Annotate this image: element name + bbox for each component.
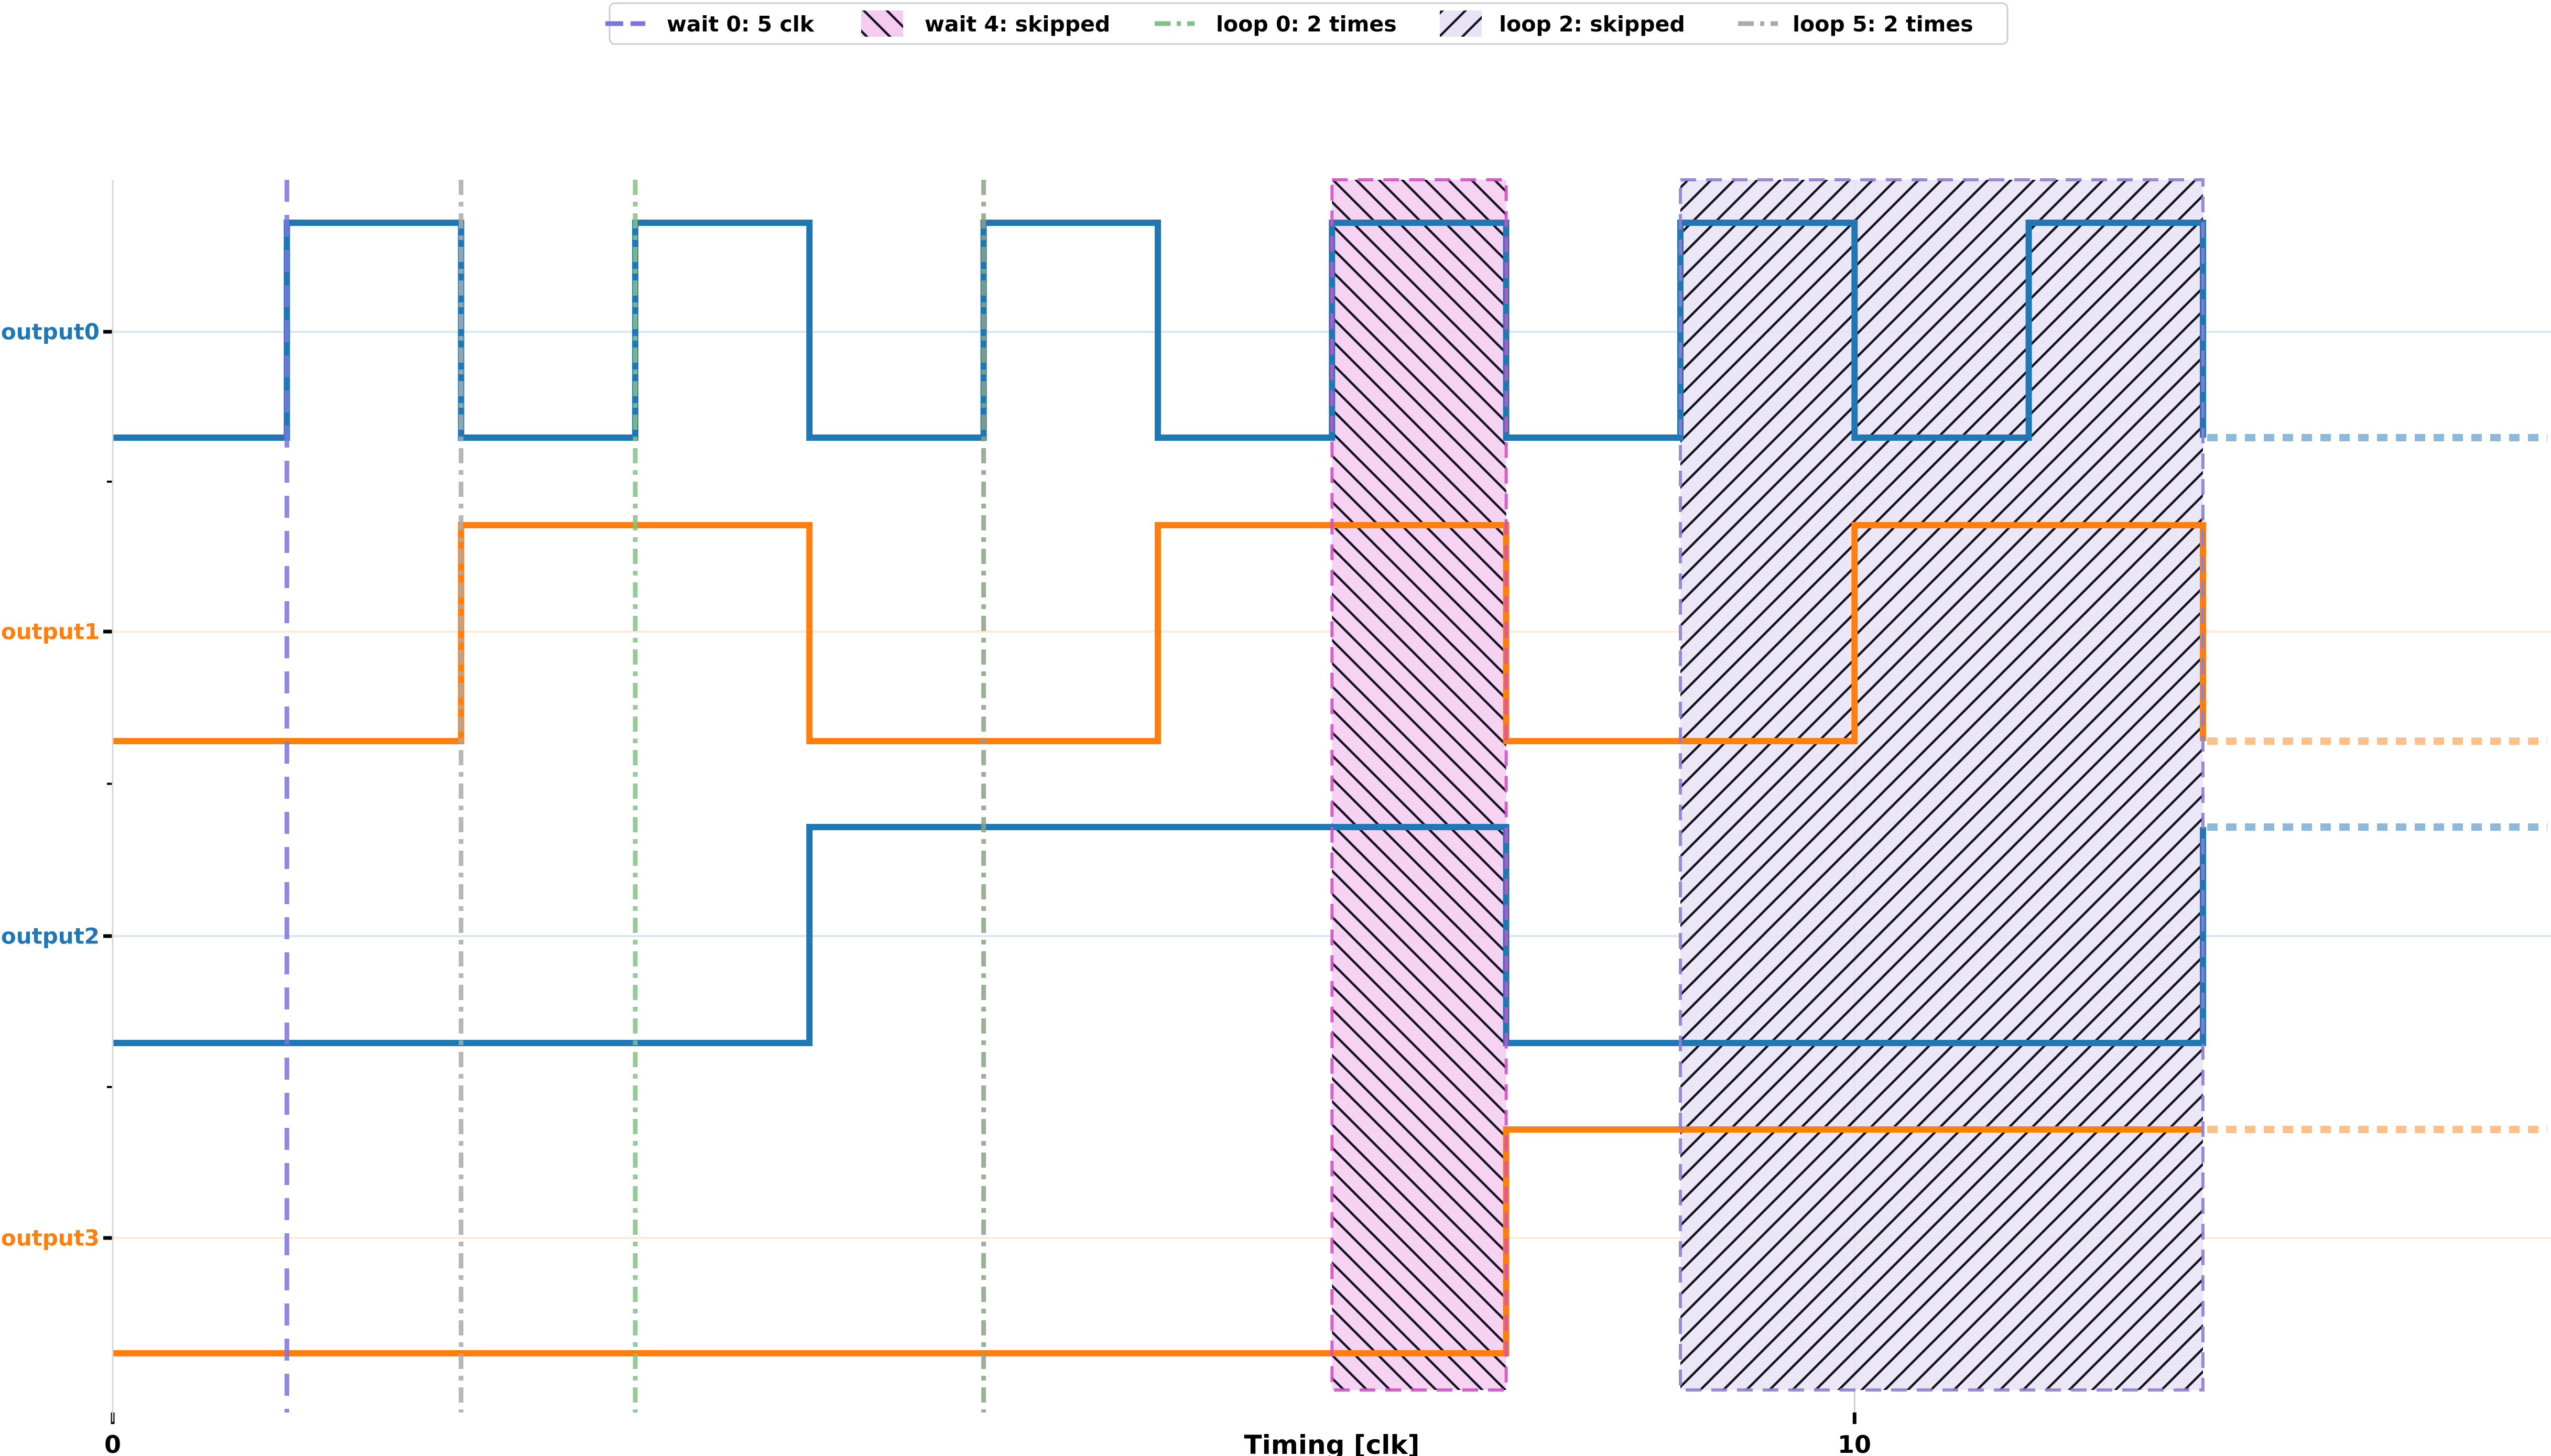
ytick-label-output2: output2 [1, 923, 100, 949]
span-hatch [1680, 180, 2203, 1390]
axis-ticks [103, 330, 1857, 1424]
skipped-region-fills [1332, 180, 2203, 1390]
legend-label-loop5: loop 5: 2 times [1793, 12, 1973, 37]
skipped-region-borders [1330, 178, 2205, 1392]
span-hatch [1332, 180, 1506, 1390]
span-border [1330, 178, 1508, 1392]
legend: wait 0: 5 clk wait 4: skipped loop 0: 2 … [605, 2, 2009, 45]
legend-label-wait4: wait 4: skipped [925, 12, 1110, 37]
xtick-label-0: 0 [104, 1430, 121, 1456]
x-axis-title: Timing [clk] [1244, 1430, 1419, 1456]
ytick-label-output1: output1 [1, 619, 100, 645]
legend-swatch-wait4-hatch-overlay-icon [861, 10, 903, 37]
event-marker-lines [284, 180, 986, 1412]
ytick-label-output0: output0 [1, 319, 100, 345]
legend-label-loop0: loop 0: 2 times [1216, 12, 1397, 37]
waveform-output2 [113, 824, 2206, 1046]
ytick-label-output3: output3 [1, 1225, 100, 1251]
xtick-label-10: 10 [1838, 1430, 1871, 1456]
legend-label-loop2: loop 2: skipped [1499, 12, 1685, 37]
legend-swatch-loop2-hatch-overlay-icon [1440, 10, 1482, 37]
legend-label-wait0: wait 0: 5 clk [667, 12, 815, 37]
span-border [1678, 178, 2205, 1392]
